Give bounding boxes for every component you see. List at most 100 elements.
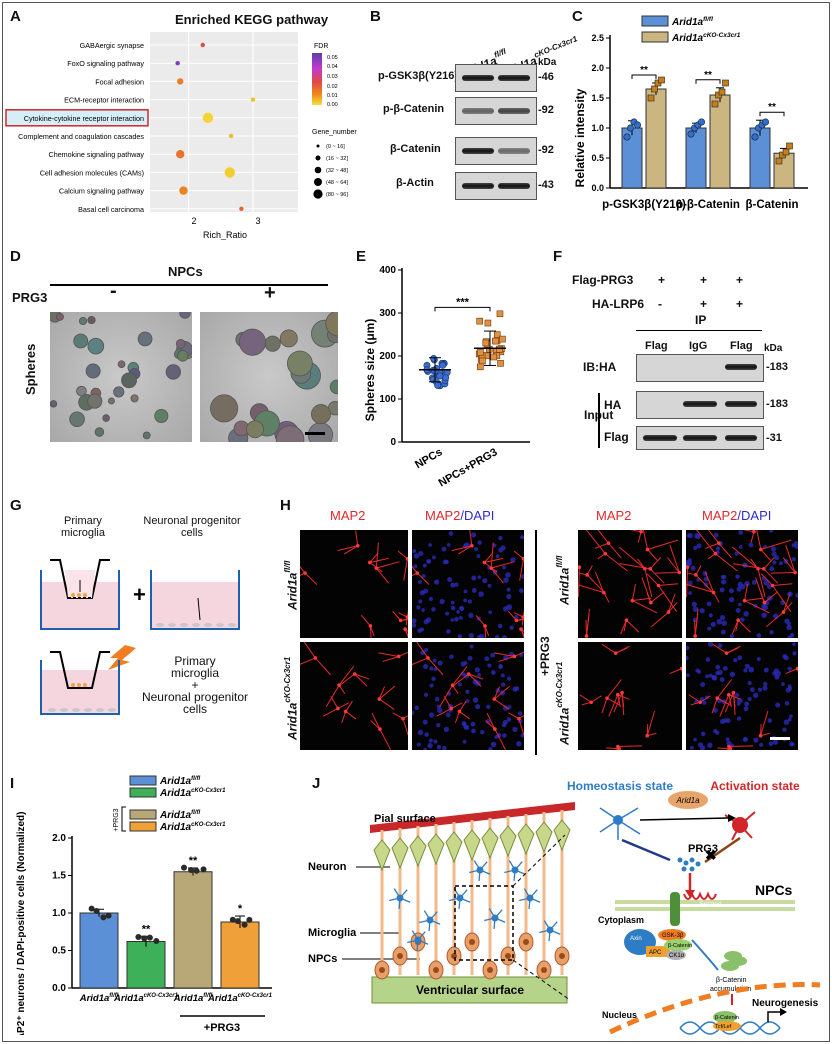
col-header: MAP2/DAPI [425,508,495,523]
dapi-nucleus [747,696,752,702]
panel-label-j: J [312,775,321,792]
neurite [728,746,732,750]
neurite [498,655,515,662]
neurite [392,610,402,621]
dapi-nucleus [418,580,422,584]
dapi-nucleus [450,582,456,588]
sphere [275,425,305,442]
dapi-nucleus [763,579,770,586]
dapi-nucleus [520,535,524,540]
dapi-nucleus [768,741,774,747]
kegg-point [250,97,256,102]
dapi-nucleus [687,532,693,539]
sphere [179,312,191,319]
neurite [623,620,627,632]
tcf-label: β-Catenin [715,1015,739,1021]
neurite [402,718,408,736]
dapi-nucleus [744,580,750,587]
neuron-soma [398,618,403,623]
neurite [314,657,331,676]
neuron-soma [762,600,767,605]
sphere [137,331,153,347]
neurite [404,628,408,637]
prg3-label: PRG3 [688,843,718,855]
neurite [686,583,714,594]
sphere [102,414,110,422]
dapi-nucleus [429,683,434,688]
data-point [141,935,148,942]
dapi-nucleus [431,607,436,612]
data-point [786,142,793,150]
bar [173,871,213,989]
dapi-nucleus [487,663,492,668]
dapi-nucleus [449,654,454,659]
dapi-nucleus [514,614,519,620]
dapi-nucleus [719,677,725,682]
dapi-nucleus [692,606,699,612]
neurite [397,550,408,560]
y-tick: 0 [390,437,396,448]
dapi-nucleus [447,577,453,583]
gsk-label: GSK-3β [662,933,684,939]
neurite [647,549,658,561]
dapi-nucleus [422,563,427,568]
pial-surface: Pial surface [374,813,436,825]
neuron-cell [535,821,553,854]
dapi-nucleus [471,532,477,538]
dapi-nucleus [454,582,459,587]
neurite [772,583,793,587]
sphere [117,360,126,369]
dapi-nucleus [477,673,481,677]
neurite [601,698,608,714]
neuron-soma [648,567,653,571]
neuron-soma [770,583,775,588]
dapi-nucleus [708,673,713,678]
dapi-nucleus [505,572,511,578]
significance: ** [640,65,648,76]
x-tick: Arid1afl/fl [79,993,119,1004]
neurite [579,694,592,703]
dapi-nucleus [457,682,462,687]
neurite [646,573,659,586]
accum-label: β-Catenin [716,977,747,984]
gene-legend-title: Gene_number [312,129,357,136]
sphere [177,350,189,362]
data-point [430,355,438,363]
group-label: +PRG3 [204,1022,240,1034]
dapi-nucleus [506,717,512,722]
neurite [704,572,715,593]
dapi-nucleus [446,629,451,634]
data-point [482,339,490,347]
neurite [519,558,524,581]
kda-label: kDa [764,343,783,354]
neurite [594,572,605,593]
dapi-nucleus [421,608,425,612]
dapi-nucleus [752,692,759,699]
neuron-cell [553,819,571,852]
neurite [454,711,460,723]
dapi-nucleus [417,729,424,736]
sphere-image-control [50,312,192,442]
neurite [735,620,739,632]
neurite [468,673,484,680]
divider [50,284,328,286]
dapi-nucleus [445,712,451,718]
data-point [105,912,112,919]
significance: * [238,903,243,915]
neuron-soma [482,560,487,565]
micrograph [686,642,798,750]
x-tick: 2 [191,216,196,226]
neurite [343,545,358,555]
neurite [370,720,381,730]
dapi-nucleus [791,556,796,562]
neuron-soma [693,634,697,638]
significance: ** [189,855,198,867]
neuron-soma [736,618,740,622]
dapi-nucleus [707,642,714,647]
ventricular-surface: Ventricular surface [416,983,524,997]
neuron-soma [466,672,471,676]
neuron-soma [470,543,474,548]
y-tick: 300 [379,308,396,319]
neuron-soma [616,744,620,749]
kda-value: -92 [538,144,554,156]
